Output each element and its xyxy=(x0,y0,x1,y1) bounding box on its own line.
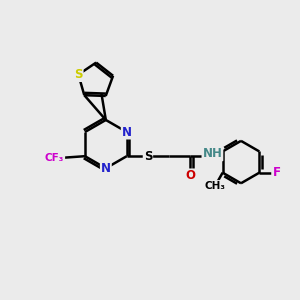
Text: NH: NH xyxy=(202,147,222,160)
Text: N: N xyxy=(122,125,132,139)
Text: F: F xyxy=(272,166,281,179)
Text: S: S xyxy=(74,68,82,81)
Text: O: O xyxy=(185,169,195,182)
Text: N: N xyxy=(101,162,111,175)
Text: CH₃: CH₃ xyxy=(205,181,226,191)
Text: CF₃: CF₃ xyxy=(45,153,64,163)
Text: S: S xyxy=(144,150,152,163)
